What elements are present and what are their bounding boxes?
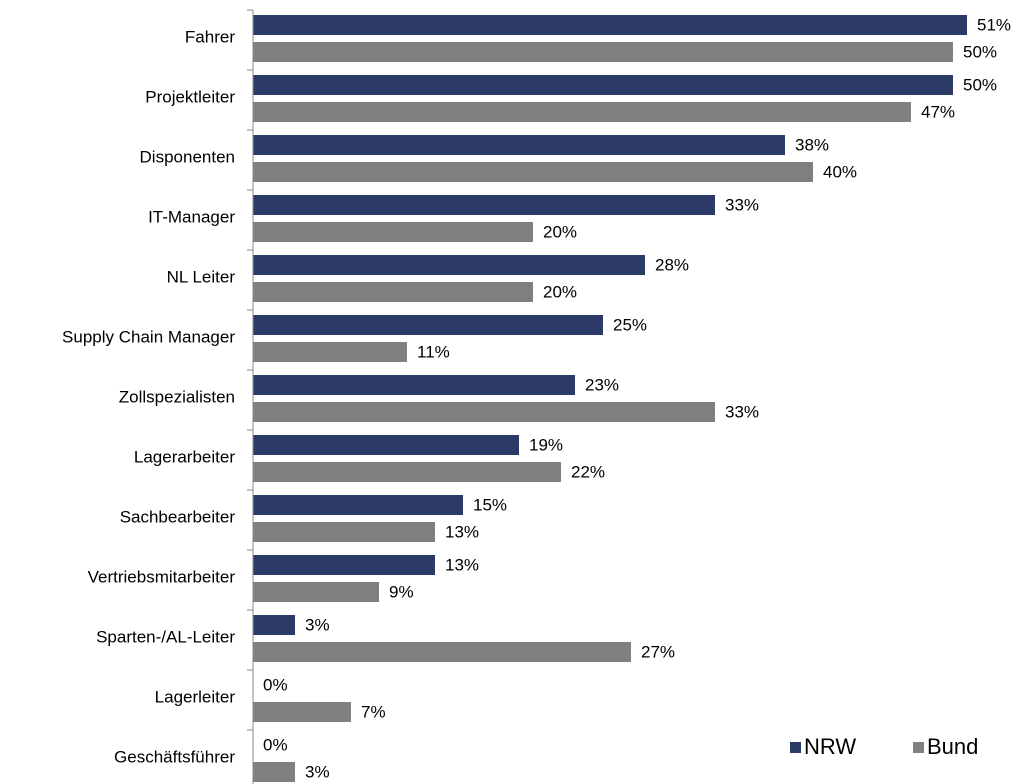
data-label: 7%: [361, 702, 386, 721]
data-label: 23%: [585, 375, 619, 394]
bar: [253, 315, 603, 335]
category-label: Supply Chain Manager: [62, 327, 235, 346]
bar: [253, 162, 813, 182]
bar: [253, 135, 785, 155]
bar: [253, 702, 351, 722]
legend-swatch: [790, 742, 801, 753]
data-label: 15%: [473, 495, 507, 514]
data-label: 0%: [263, 735, 288, 754]
category-label: Disponenten: [140, 147, 235, 166]
bar: [253, 495, 463, 515]
data-label: 9%: [389, 582, 414, 601]
data-label: 51%: [977, 15, 1011, 34]
data-label: 33%: [725, 402, 759, 421]
data-label: 50%: [963, 75, 997, 94]
bar: [253, 75, 953, 95]
category-label: NL Leiter: [167, 267, 236, 286]
bar: [253, 642, 631, 662]
data-label: 50%: [963, 42, 997, 61]
data-label: 38%: [795, 135, 829, 154]
bar: [253, 522, 435, 542]
bar: [253, 375, 575, 395]
bar: [253, 255, 645, 275]
data-label: 0%: [263, 675, 288, 694]
data-label: 47%: [921, 102, 955, 121]
bar: [253, 555, 435, 575]
category-label: Sparten-/AL-Leiter: [96, 627, 235, 646]
bar: [253, 762, 295, 782]
data-label: 20%: [543, 282, 577, 301]
bar: [253, 282, 533, 302]
category-label: IT-Manager: [148, 207, 235, 226]
data-label: 20%: [543, 222, 577, 241]
bar: [253, 102, 911, 122]
data-label: 3%: [305, 615, 330, 634]
bar: [253, 435, 519, 455]
bar: [253, 222, 533, 242]
data-label: 13%: [445, 522, 479, 541]
bar: [253, 615, 295, 635]
bar: [253, 342, 407, 362]
data-label: 27%: [641, 642, 675, 661]
data-label: 33%: [725, 195, 759, 214]
data-label: 13%: [445, 555, 479, 574]
bar: [253, 582, 379, 602]
category-label: Zollspezialisten: [119, 387, 235, 406]
bar: [253, 462, 561, 482]
legend-swatch: [913, 742, 924, 753]
data-label: 40%: [823, 162, 857, 181]
bar: [253, 15, 967, 35]
category-label: Geschäftsführer: [114, 747, 235, 766]
bar: [253, 402, 715, 422]
category-label: Fahrer: [185, 27, 235, 46]
category-label: Projektleiter: [145, 87, 235, 106]
category-label: Lagerarbeiter: [134, 447, 235, 466]
data-label: 22%: [571, 462, 605, 481]
data-label: 11%: [417, 342, 450, 361]
data-label: 3%: [305, 762, 330, 781]
category-label: Lagerleiter: [155, 687, 236, 706]
data-label: 28%: [655, 255, 689, 274]
data-label: 19%: [529, 435, 563, 454]
data-label: 25%: [613, 315, 647, 334]
legend-label: NRW: [804, 734, 856, 759]
bar: [253, 42, 953, 62]
category-label: Vertriebsmitarbeiter: [88, 567, 236, 586]
legend-label: Bund: [927, 734, 978, 759]
category-label: Sachbearbeiter: [120, 507, 236, 526]
bar: [253, 195, 715, 215]
